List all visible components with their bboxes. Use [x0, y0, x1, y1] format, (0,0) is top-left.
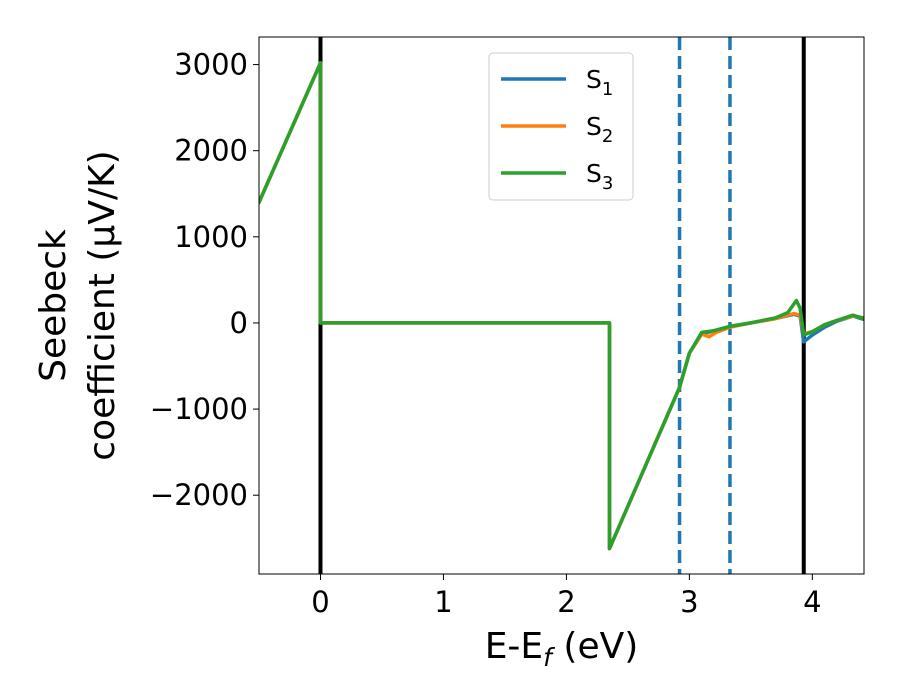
y-tick-label: −1000 [150, 392, 248, 426]
legend-label-s2: S2 [586, 112, 613, 147]
x-axis-label: E-Ef (eV) [485, 626, 639, 672]
y-tick-label: 1000 [174, 220, 248, 254]
x-tick-label: 3 [680, 585, 698, 619]
legend-label-s3: S3 [586, 159, 613, 194]
legend: S1 S2 S3 [488, 52, 634, 201]
y-tick-label: 0 [230, 306, 248, 340]
x-tick-label: 2 [557, 585, 575, 619]
x-tick-label: 0 [311, 585, 329, 619]
y-axis: −2000 −1000 0 1000 2000 3000 [150, 48, 259, 512]
y-axis-label-line-2: coefficient (μV/K) [82, 150, 123, 460]
series-lines [259, 61, 864, 551]
y-tick-label: 2000 [174, 134, 248, 168]
plot-frame [258, 36, 865, 575]
y-axis-label-line-1: Seebeck [33, 229, 74, 382]
x-tick-label: 4 [803, 585, 821, 619]
legend-label-s1: S1 [586, 65, 613, 100]
x-tick-label: 1 [434, 585, 452, 619]
y-tick-label: −2000 [150, 478, 248, 512]
series-line-s3 [259, 61, 864, 551]
y-axis-label: Seebeck coefficient (μV/K) [33, 150, 123, 460]
x-axis: 0 1 2 3 4 [311, 574, 822, 619]
y-tick-label: 3000 [174, 48, 248, 82]
